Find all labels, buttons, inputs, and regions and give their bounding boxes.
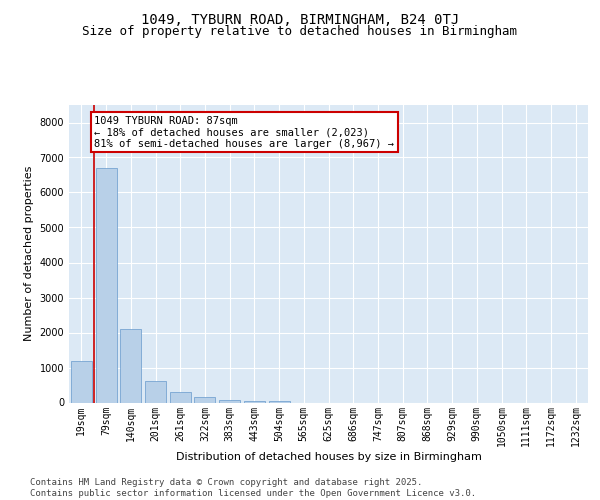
Text: Contains HM Land Registry data © Crown copyright and database right 2025.
Contai: Contains HM Land Registry data © Crown c… (30, 478, 476, 498)
Bar (71, 360, 92, 403)
Text: Size of property relative to detached houses in Birmingham: Size of property relative to detached ho… (83, 25, 517, 38)
Bar (120, 329, 141, 402)
X-axis label: Distribution of detached houses by size in Birmingham: Distribution of detached houses by size … (176, 452, 481, 462)
Y-axis label: Number of detached properties: Number of detached properties (24, 166, 34, 342)
Bar (170, 392, 191, 402)
Bar (95, 168, 116, 402)
Bar (145, 381, 166, 402)
Text: 1049 TYBURN ROAD: 87sqm
← 18% of detached houses are smaller (2,023)
81% of semi: 1049 TYBURN ROAD: 87sqm ← 18% of detache… (94, 116, 394, 148)
Bar (269, 401, 290, 402)
Bar (219, 400, 240, 402)
Text: 1049, TYBURN ROAD, BIRMINGHAM, B24 0TJ: 1049, TYBURN ROAD, BIRMINGHAM, B24 0TJ (141, 12, 459, 26)
Bar (194, 397, 215, 402)
